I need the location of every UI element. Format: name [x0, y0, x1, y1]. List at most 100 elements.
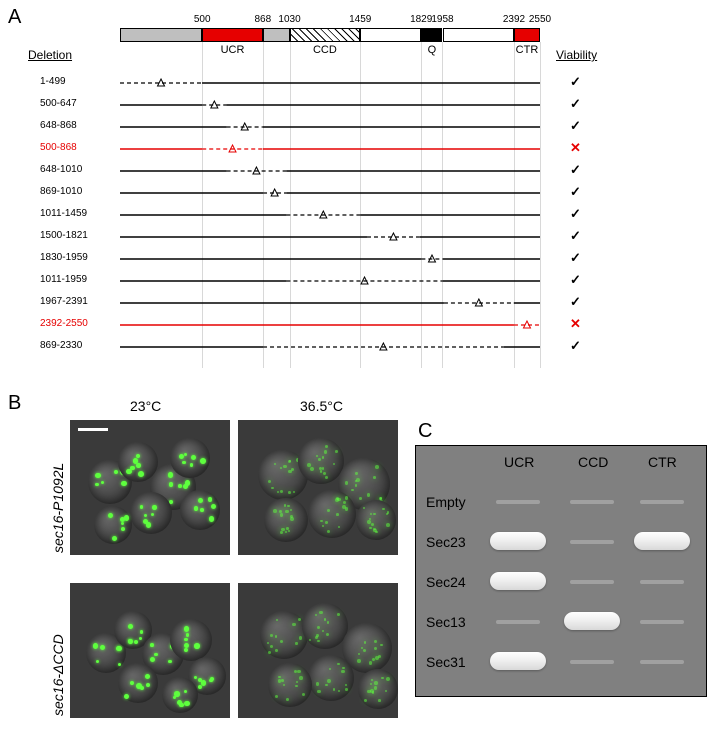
gfp-dot: [318, 458, 321, 461]
cell: [162, 677, 198, 713]
deletion-line: [120, 344, 540, 354]
gfp-dot: [198, 498, 203, 503]
y2h-col-header: CTR: [648, 454, 677, 470]
gfp-dot: [333, 688, 336, 691]
gfp-dot: [209, 679, 212, 682]
gfp-dot: [146, 683, 150, 687]
tick-label: 1829: [410, 14, 432, 25]
gfp-dot: [333, 463, 335, 465]
y2h-streak: [640, 500, 684, 504]
cell: [358, 669, 398, 709]
gfp-dot: [270, 634, 273, 637]
gfp-dot: [297, 670, 300, 673]
gfp-dot: [375, 656, 379, 660]
cell: [170, 619, 212, 661]
deletion-row: 1011-1459✓: [20, 206, 700, 228]
gfp-dot: [345, 507, 348, 510]
gfp-dot: [375, 465, 379, 469]
y2h-streak: [640, 620, 684, 624]
gfp-dot: [184, 638, 188, 642]
deletion-label: 1830-1959: [40, 252, 88, 263]
gfp-dot: [316, 634, 319, 637]
deletion-line: [120, 212, 540, 222]
gfp-dot: [292, 623, 295, 626]
deletion-row: 648-868✓: [20, 118, 700, 140]
deletion-label: 1011-1959: [40, 274, 87, 285]
gfp-dot: [357, 659, 361, 663]
panel-b: 23°C 36.5°C sec16-P1092L sec16-ΔCCD: [20, 398, 420, 728]
tick-label: 1459: [349, 14, 371, 25]
gfp-dot: [322, 525, 324, 527]
viability-header: Viability: [556, 48, 597, 62]
domain-label: Q: [428, 44, 437, 56]
gfp-dot: [341, 670, 345, 674]
gfp-dot: [309, 639, 311, 641]
gfp-dot: [310, 467, 314, 471]
gfp-dot: [287, 505, 290, 508]
y2h-streak: [496, 620, 540, 624]
gfp-dot: [182, 461, 185, 464]
gfp-dot: [316, 682, 320, 686]
y2h-col-header: CCD: [578, 454, 608, 470]
gfp-dot: [184, 626, 190, 632]
y2h-col-header: UCR: [504, 454, 534, 470]
deletion-line: [120, 300, 540, 310]
deletion-label: 500-868: [40, 142, 77, 153]
gfp-dot: [285, 510, 289, 514]
gfp-dot: [322, 630, 324, 632]
cell: [302, 603, 348, 649]
gfp-dot: [280, 640, 283, 643]
y2h-streak: [570, 660, 614, 664]
gfp-dot: [351, 489, 353, 491]
gfp-dot: [378, 699, 381, 702]
gfp-dot: [200, 508, 203, 511]
deletion-line: [120, 234, 540, 244]
gfp-dot: [121, 481, 127, 487]
deletion-line: [120, 102, 540, 112]
deletion-label: 1500-1821: [40, 230, 88, 241]
gfp-dot: [286, 698, 289, 701]
gfp-dot: [338, 690, 340, 692]
gfp-dot: [386, 677, 390, 681]
y2h-streak: [570, 500, 614, 504]
gfp-dot: [317, 640, 319, 642]
domain-segment: [120, 28, 202, 42]
gfp-dot: [371, 523, 374, 526]
gfp-dot: [140, 505, 143, 508]
gfp-dot: [200, 458, 206, 464]
temp-36: 36.5°C: [300, 398, 343, 414]
tick-label: 1958: [431, 14, 453, 25]
gfp-dot: [369, 661, 373, 665]
gfp-dot: [373, 513, 376, 516]
gfp-dot: [150, 657, 155, 662]
gfp-dot: [198, 678, 202, 682]
y2h-row-label: Sec13: [426, 614, 466, 630]
deletion-label: 500-647: [40, 98, 77, 109]
gfp-dot: [145, 674, 150, 679]
gfp-dot: [299, 676, 303, 680]
viability-mark: ✓: [570, 272, 581, 288]
micrograph-23-p1092l: [70, 420, 230, 555]
gfp-dot: [385, 690, 387, 692]
y2h-streak: [640, 580, 684, 584]
y2h-row-label: Sec24: [426, 574, 466, 590]
deletion-line: [120, 256, 540, 266]
gfp-dot: [373, 476, 376, 479]
domain-segment: [443, 28, 514, 42]
gfp-dot: [327, 530, 330, 533]
gfp-dot: [325, 521, 328, 524]
gfp-dot: [280, 490, 283, 493]
y2h-streak: [490, 652, 546, 670]
deletion-line: [120, 190, 540, 200]
gfp-dot: [211, 504, 216, 509]
gfp-dot: [138, 471, 144, 477]
gfp-dot: [114, 470, 118, 474]
viability-mark: ✓: [570, 118, 581, 134]
gfp-dot: [275, 649, 278, 652]
deletion-row: 2392-2550✕: [20, 316, 700, 338]
y2h-streak: [496, 500, 540, 504]
gfp-dot: [128, 624, 133, 629]
domain-segment: [421, 28, 442, 42]
tick-label: 2550: [529, 14, 551, 25]
gfp-dot: [335, 450, 338, 453]
